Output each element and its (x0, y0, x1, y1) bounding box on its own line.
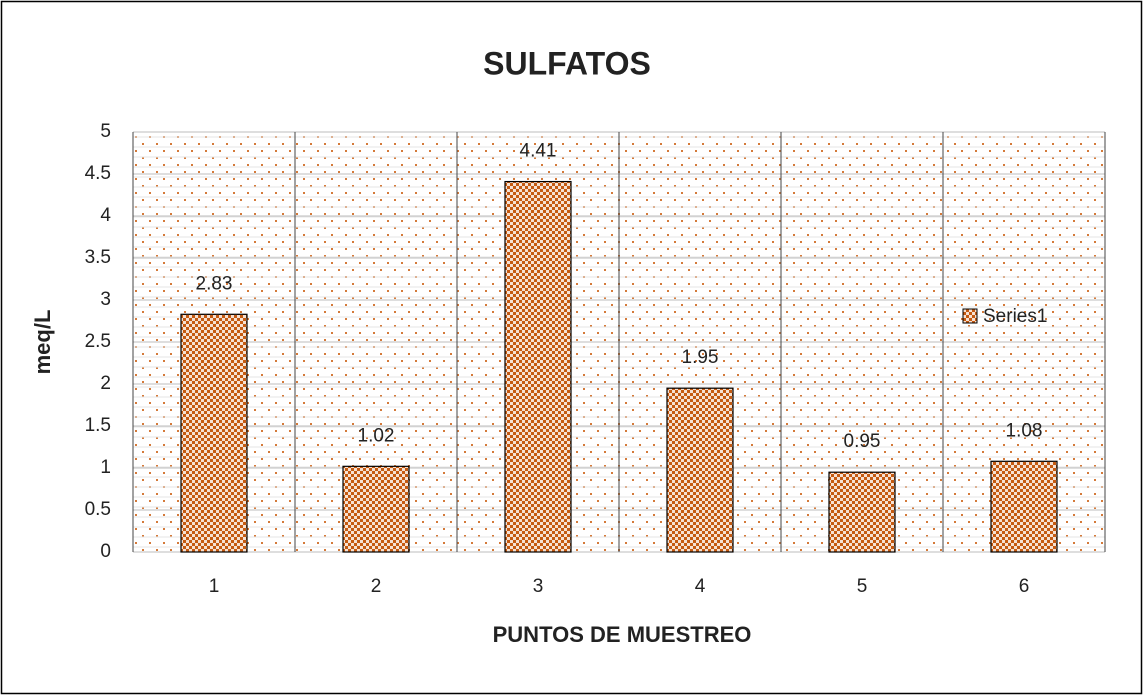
x-tick-label: 2 (371, 576, 382, 597)
y-tick-label: 4.5 (85, 163, 111, 184)
data-label: 1.08 (1006, 420, 1043, 441)
data-label: 1.02 (358, 425, 395, 446)
y-tick-label: 1 (100, 457, 111, 478)
bar (990, 460, 1058, 553)
y-tick-label: 2.5 (85, 331, 111, 352)
bar (342, 465, 410, 553)
data-label: 2.83 (196, 273, 233, 294)
x-tick-label: 4 (695, 576, 706, 597)
y-tick-label: 0.5 (85, 499, 111, 520)
x-tick-label: 1 (209, 576, 220, 597)
data-label: 4.41 (520, 141, 557, 162)
x-axis-label: PUNTOS DE MUESTREO (493, 622, 752, 647)
y-axis-label: meq/L (30, 310, 55, 375)
data-label: 0.95 (844, 431, 881, 452)
bar (828, 471, 896, 553)
x-tick-label: 3 (533, 576, 544, 597)
data-label: 1.95 (682, 347, 719, 368)
legend-label: Series1 (983, 306, 1047, 327)
y-tick-label: 1.5 (85, 415, 111, 436)
y-tick-label: 2 (100, 373, 111, 394)
y-tick-label: 3 (100, 289, 111, 310)
chart-title: SULFATOS (483, 45, 651, 81)
bar (504, 180, 572, 553)
y-tick-label: 4 (100, 205, 111, 226)
bar (666, 387, 734, 553)
x-tick-label: 5 (857, 576, 868, 597)
y-tick-label: 3.5 (85, 247, 111, 268)
x-tick-label: 6 (1019, 576, 1030, 597)
legend-swatch (962, 308, 978, 324)
y-tick-label: 0 (100, 541, 111, 562)
bar (180, 313, 248, 553)
y-tick-label: 5 (100, 121, 111, 142)
